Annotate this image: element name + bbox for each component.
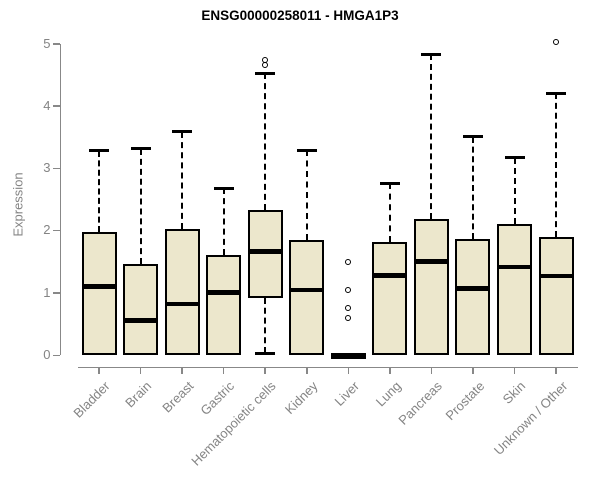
whisker-cap [130,147,151,151]
whisker-cap [296,148,317,152]
upper-whisker [181,131,184,230]
y-tick-label: 0 [43,347,51,362]
x-tick-label: Unknown / Other [490,378,570,458]
upper-whisker [222,188,225,255]
whisker-cap [172,130,193,134]
x-tick [181,366,183,374]
upper-whisker [305,150,308,240]
box-lung [372,241,408,355]
whisker-cap [255,71,276,75]
whisker-cap [213,186,234,190]
median-line [538,273,574,279]
x-tick-label: Gastric [197,378,238,419]
whisker-cap [462,135,483,139]
y-tick-label: 4 [43,97,51,113]
y-tick [52,292,60,294]
median-line [413,259,449,264]
box-pancreas [413,218,449,355]
y-tick [52,354,60,356]
outlier-point [262,56,269,63]
chart-title: ENSG00000258011 - HMGA1P3 [201,8,399,23]
median-line [455,286,491,291]
whisker-cap [255,351,276,355]
outlier-point [345,286,352,293]
box-skin [497,223,532,355]
median-line [123,318,159,323]
x-tick-label: Skin [499,378,529,407]
upper-whisker [264,73,267,210]
median-line [330,352,366,358]
x-tick-label: Brain [122,378,155,411]
upper-whisker [555,93,558,237]
x-tick [139,366,142,374]
y-tick-label: 3 [43,160,51,176]
outlier-point [345,305,352,312]
upper-whisker [139,148,142,265]
x-tick-label: Breast [158,378,197,416]
x-tick-label: Lung [372,378,404,410]
y-tick [52,229,60,232]
y-axis-line [59,43,61,355]
median-line [206,290,242,295]
x-tick [222,366,225,374]
median-line [81,284,117,289]
outlier-point [553,38,560,45]
upper-whisker [471,136,474,240]
outlier-point [345,314,352,321]
whisker-cap [89,149,109,153]
y-tick [52,167,60,170]
box-bladder [81,231,117,355]
upper-whisker [98,150,100,232]
x-tick [389,366,391,374]
whisker-cap [379,181,400,185]
x-tick [98,366,100,374]
median-line [164,301,200,307]
box-unknown-other [538,236,574,355]
upper-whisker [388,183,391,242]
upper-whisker [430,54,433,219]
x-tick [555,366,557,374]
whisker-cap [504,156,525,159]
x-axis-line [78,366,578,368]
outlier-point [345,258,352,265]
x-tick [347,366,350,374]
x-tick-label: Pancreas [395,378,446,428]
lower-whisker [264,298,267,354]
whisker-cap [421,52,442,56]
x-tick-label: Liver [331,378,363,409]
y-tick [52,43,60,45]
box-kidney [289,239,325,355]
upper-whisker [513,157,516,224]
box-brain [123,264,159,355]
x-tick-label: Hematopoietic cells [188,378,280,469]
x-tick [264,366,266,374]
x-tick [472,366,474,374]
y-tick-label: 2 [43,222,51,238]
x-tick-label: Prostate [442,378,487,424]
box-hematopoietic-cells [247,209,283,299]
median-line [372,273,408,278]
y-tick [52,105,60,107]
y-tick-label: 1 [43,284,51,300]
whisker-cap [546,91,567,95]
box-prostate [455,239,491,355]
box-breast [164,229,200,355]
x-tick-label: Bladder [70,378,113,421]
x-tick [306,366,308,374]
median-line [497,264,532,270]
median-line [289,287,325,293]
x-tick [430,366,433,374]
y-tick-label: 5 [43,35,51,51]
box-gastric [206,254,242,355]
x-tick-label: Kidney [281,378,321,418]
median-line [247,249,283,254]
x-tick [513,366,516,374]
